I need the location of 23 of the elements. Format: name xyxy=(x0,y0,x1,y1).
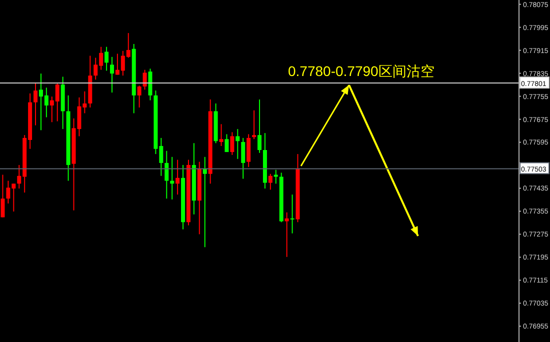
candlestick xyxy=(252,110,256,140)
candlestick xyxy=(110,56,114,94)
candlestick xyxy=(142,69,147,90)
candlestick xyxy=(241,137,246,180)
candlestick xyxy=(104,46,109,72)
candlestick xyxy=(230,132,234,156)
candlestick xyxy=(268,173,272,190)
candlestick xyxy=(224,134,229,153)
candlestick xyxy=(258,98,262,154)
candlestick xyxy=(284,212,289,258)
candlestick xyxy=(148,68,152,101)
candlestick xyxy=(246,134,251,168)
candlestick xyxy=(219,124,224,146)
candlestick xyxy=(176,159,180,196)
annotation: 0.7780-0.7790区间沽空 xyxy=(288,63,434,79)
candlestick xyxy=(34,82,38,126)
candlestick xyxy=(202,156,207,248)
candlestick xyxy=(290,194,294,234)
candlestick xyxy=(137,85,142,108)
candlestick xyxy=(274,169,278,184)
candlestick xyxy=(236,128,240,160)
candlestick xyxy=(164,150,169,200)
candlestick xyxy=(0,174,5,218)
